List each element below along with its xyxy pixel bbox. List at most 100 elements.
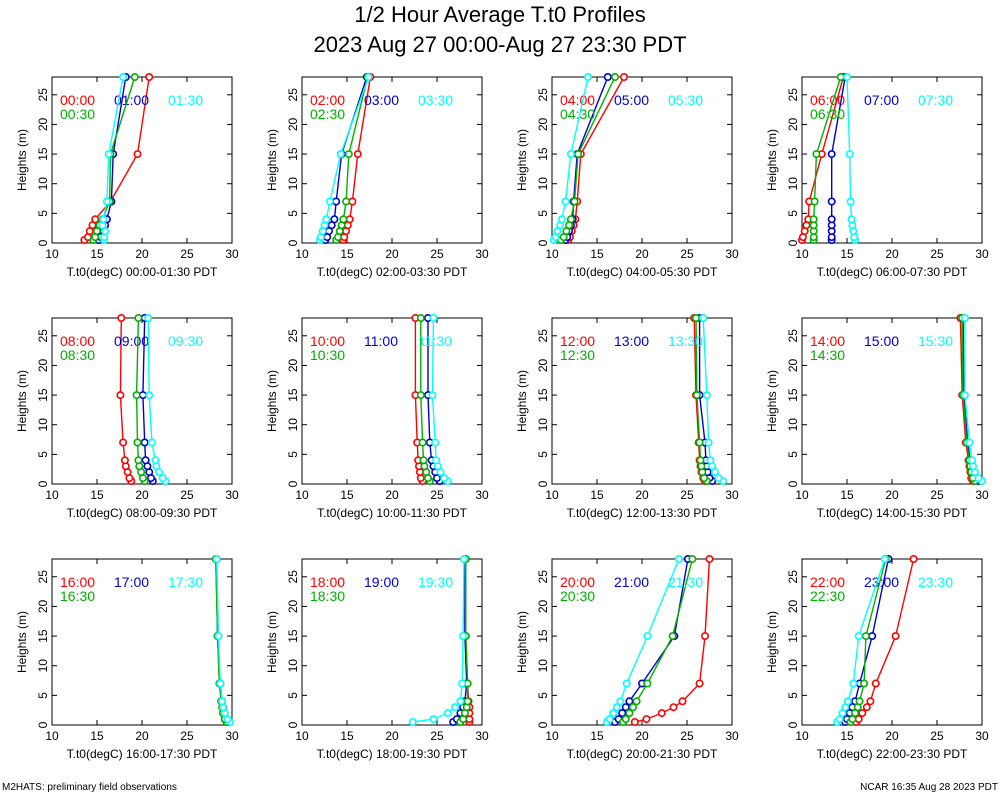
data-point [854,632,863,641]
y-tick-label: 0 [536,721,550,728]
y-tick-label: 15 [536,147,550,161]
y-tick-label: 25 [286,88,300,102]
y-tick-label: 10 [536,177,550,191]
legend-label: 13:00 [614,333,649,349]
data-point [632,697,641,706]
x-tick-label: 10 [45,729,59,743]
legend-label: 17:30 [168,574,203,590]
data-point [141,456,150,465]
x-axis-label: T.t0(degC) 06:00-07:30 PDT [817,265,968,279]
data-point [622,679,631,688]
x-axis-label: T.t0(degC) 22:00-23:30 PDT [817,747,968,761]
data-point [705,554,714,563]
y-tick-label: 5 [786,210,800,217]
y-axis-label: Heights (m) [15,129,29,191]
x-tick-label: 30 [225,488,239,502]
y-axis-label: Heights (m) [265,370,279,432]
x-tick-label: 15 [590,247,604,261]
data-point [960,391,969,400]
x-tick-label: 30 [975,247,989,261]
x-tick-label: 10 [795,488,809,502]
legend-label: 06:30 [810,106,845,122]
x-axis-label: T.t0(degC) 02:00-03:30 PDT [317,265,468,279]
x-tick-label: 25 [430,247,444,261]
y-axis-label: Heights (m) [515,611,529,673]
y-tick-label: 5 [536,210,550,217]
x-axis-label: T.t0(degC) 00:00-01:30 PDT [67,265,218,279]
legend-label: 12:00 [560,333,595,349]
y-axis-label: Heights (m) [15,611,29,673]
legend-label: 20:00 [560,574,595,590]
data-point [458,679,467,688]
legend-label: 08:00 [60,333,95,349]
y-tick-label: 10 [786,418,800,432]
y-axis-label: Heights (m) [265,129,279,191]
data-point [364,73,373,82]
legend-label: 12:30 [560,347,595,363]
y-tick-label: 5 [286,692,300,699]
footer-note: M2HATS: preliminary field observations [2,782,177,793]
x-tick-label: 20 [885,247,899,261]
y-tick-label: 20 [286,117,300,131]
x-tick-label: 25 [180,247,194,261]
y-tick-label: 25 [786,88,800,102]
data-point [642,715,651,724]
data-point [628,703,637,712]
data-point [145,73,154,82]
y-tick-label: 0 [536,239,550,246]
data-point [566,215,575,224]
data-point [842,73,851,82]
footer-timestamp: NCAR 16:35 Aug 28 2023 PDT [860,782,998,793]
data-point [463,697,472,706]
y-tick-label: 10 [286,418,300,432]
legend-label: 23:30 [918,574,953,590]
data-point [408,717,417,726]
x-tick-label: 10 [45,247,59,261]
data-point [836,73,845,82]
data-point [619,73,628,82]
y-tick-label: 15 [36,388,50,402]
data-point [443,709,452,718]
legend-label: 15:30 [918,333,953,349]
legend-label: 14:30 [810,347,845,363]
data-point [855,697,864,706]
data-point [643,632,652,641]
x-tick-label: 30 [475,488,489,502]
data-point [459,632,468,641]
y-tick-label: 5 [786,692,800,699]
data-point [561,197,570,206]
profile-panel: 10 15 20 25 30 0 5 10 15 20 25 T.t0(degC) 12:00-13:… [515,313,739,520]
data-point [416,391,425,400]
data-point [416,313,425,322]
y-tick-label: 10 [36,659,50,673]
y-tick-label: 0 [36,239,50,246]
data-point [557,215,566,224]
data-point [696,456,705,465]
legend-label: 10:30 [310,347,345,363]
y-axis-label: Heights (m) [765,129,779,191]
chart-title: 1/2 Hour Average T.t0 Profiles [354,2,646,27]
legend-label: 09:30 [168,333,203,349]
legend-label: 21:00 [614,574,649,590]
x-tick-label: 10 [45,488,59,502]
y-tick-label: 15 [536,388,550,402]
data-point [130,73,139,82]
x-tick-label: 10 [545,488,559,502]
profile-panel: 10 15 20 25 30 0 5 10 15 20 25 T.t0(degC) 10:00-11:… [265,313,489,520]
data-point [827,150,836,159]
data-point [336,150,345,159]
legend-label: 01:30 [168,92,203,108]
data-point [668,632,677,641]
y-tick-label: 10 [786,659,800,673]
x-tick-label: 30 [725,488,739,502]
y-tick-label: 15 [536,629,550,643]
y-tick-label: 0 [786,480,800,487]
data-point [714,474,723,483]
data-point [133,438,142,447]
data-point [612,703,621,712]
data-point [339,215,348,224]
y-tick-label: 0 [36,721,50,728]
data-point [214,632,223,641]
data-point [616,697,625,706]
y-tick-label: 10 [36,418,50,432]
